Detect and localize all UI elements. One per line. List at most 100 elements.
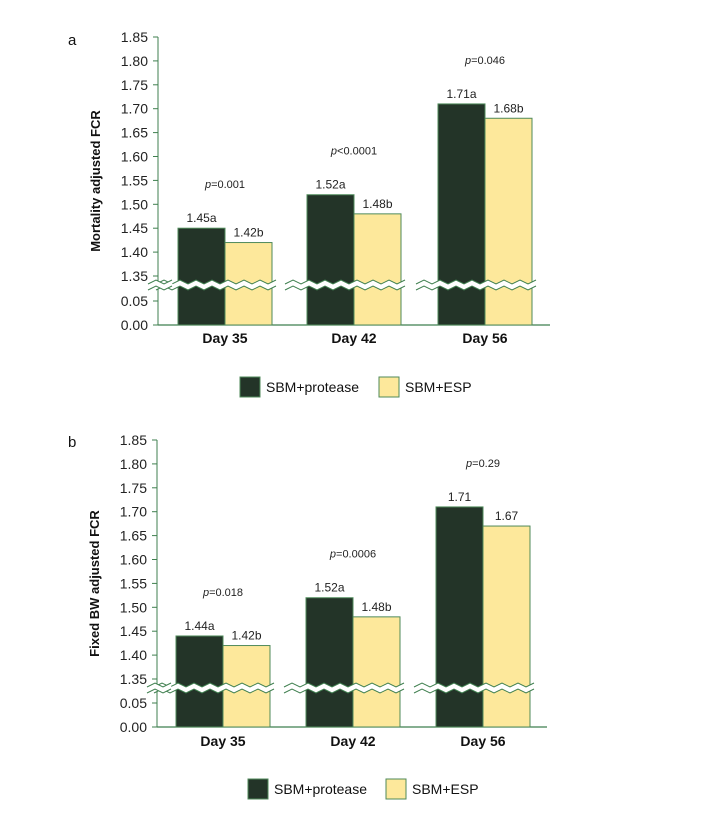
y-tick-label: 0.00	[120, 719, 147, 735]
data-label: 1.71	[448, 490, 472, 504]
bar-protease	[305, 597, 354, 728]
axis-break	[283, 280, 407, 290]
y-axis-break	[145, 683, 173, 693]
legend-swatch-esp	[385, 778, 407, 800]
axis-break-line	[413, 682, 535, 688]
p-value-label: p<0.0001	[330, 146, 377, 158]
p-value-label: p=0.29	[465, 458, 500, 470]
p-value: =0.0006	[336, 549, 376, 561]
bar-esp	[484, 117, 533, 326]
y-tick-label: 1.50	[120, 599, 147, 615]
data-label: 1.42b	[231, 629, 261, 643]
axis-break	[154, 280, 278, 290]
p-value: =0.001	[211, 179, 245, 191]
data-label: 1.68b	[493, 101, 523, 115]
y-tick-label: 1.45	[121, 220, 148, 236]
legend-label: SBM+ESP	[412, 781, 479, 797]
legend-label: SBM+ESP	[405, 379, 472, 395]
y-tick-label: 1.55	[120, 575, 147, 591]
data-label: 1.42b	[233, 226, 263, 240]
y-tick-label: 1.80	[121, 53, 148, 69]
axis-break-line	[283, 688, 405, 694]
y-tick-label: 1.60	[120, 552, 147, 568]
y-tick-label: 1.45	[120, 623, 147, 639]
category-label: Day 56	[460, 733, 505, 749]
legend-swatch-protease	[239, 376, 261, 398]
y-tick-label: 1.85	[120, 432, 147, 448]
p-symbol: p	[202, 587, 209, 599]
p-value: =0.046	[471, 55, 505, 67]
y-tick-label: 1.65	[121, 125, 148, 141]
p-value-label: p=0.001	[204, 179, 245, 191]
y-tick-label: 1.75	[120, 480, 147, 496]
axis-break-line	[153, 682, 275, 688]
axis-break-line	[155, 285, 277, 291]
axis-break-line	[415, 279, 537, 285]
data-label: 1.45a	[186, 211, 216, 225]
category-label: Day 35	[202, 330, 247, 346]
p-value: =0.29	[472, 458, 500, 470]
data-label: 1.67	[495, 509, 519, 523]
legend: SBM+protease SBM+ESP	[239, 376, 472, 398]
panel-label: a	[68, 32, 77, 49]
p-symbol: p	[329, 549, 336, 561]
legend-label: SBM+protease	[274, 781, 367, 797]
y-axis-break-line	[146, 688, 172, 694]
data-label: 1.52a	[315, 178, 345, 192]
axis-break-line	[284, 285, 406, 291]
chart-panel-b: b Fixed BW adjusted FCR 0.00 0.05 1.35 1.40 1.…	[68, 432, 547, 800]
y-axis-break	[146, 280, 174, 290]
p-value-label: p=0.0006	[329, 549, 376, 561]
axis-break-line	[155, 279, 277, 285]
bar-protease	[435, 506, 484, 728]
y-tick-label: 0.05	[121, 293, 148, 309]
data-label: 1.48b	[362, 197, 392, 211]
axis-break-line	[413, 688, 535, 694]
data-label: 1.48b	[361, 600, 391, 614]
category-label: Day 42	[331, 330, 376, 346]
y-tick-label: 1.40	[120, 647, 147, 663]
y-tick-label: 1.60	[121, 149, 148, 165]
p-value: =0.018	[209, 587, 243, 599]
category-label: Day 35	[200, 733, 245, 749]
y-axis-label: Mortality adjusted FCR	[88, 110, 103, 252]
p-symbol: p	[465, 458, 472, 470]
bar-protease	[437, 103, 486, 326]
p-value: <0.0001	[337, 146, 377, 158]
y-tick-label: 1.70	[121, 101, 148, 117]
legend-swatch-esp	[378, 376, 400, 398]
axis-break	[412, 683, 536, 693]
data-label: 1.44a	[184, 619, 214, 633]
bar-protease	[177, 227, 226, 326]
bar-esp	[482, 525, 531, 728]
p-symbol: p	[204, 179, 211, 191]
y-tick-label: 1.70	[120, 504, 147, 520]
bar-protease	[175, 635, 224, 728]
category-label: Day 42	[330, 733, 375, 749]
axis-break-line	[283, 682, 405, 688]
p-value-label: p=0.018	[202, 587, 243, 599]
bar-protease	[306, 194, 355, 326]
axis-break-line	[153, 688, 275, 694]
p-value-label: p=0.046	[464, 55, 505, 67]
p-symbol: p	[330, 146, 337, 158]
y-tick-label: 1.85	[121, 29, 148, 45]
data-label: 1.71a	[446, 87, 476, 101]
panel-label: b	[68, 434, 76, 451]
category-label: Day 56	[462, 330, 507, 346]
y-axis-label: Fixed BW adjusted FCR	[87, 510, 102, 657]
y-tick-label: 0.00	[121, 317, 148, 333]
p-symbol: p	[464, 55, 471, 67]
axis-break	[152, 683, 276, 693]
axis-break-line	[284, 279, 406, 285]
y-tick-label: 1.35	[121, 268, 148, 284]
legend-label: SBM+protease	[266, 379, 359, 395]
y-tick-label: 1.35	[120, 671, 147, 687]
y-tick-label: 1.40	[121, 244, 148, 260]
chart-panel-a: a Mortality adjusted FCR 0.00 0.05 1.35 1.40 1…	[68, 29, 550, 398]
bar-esp	[353, 213, 402, 326]
axis-break-line	[415, 285, 537, 291]
legend: SBM+protease SBM+ESP	[247, 778, 479, 800]
y-axis-break-line	[147, 285, 173, 291]
